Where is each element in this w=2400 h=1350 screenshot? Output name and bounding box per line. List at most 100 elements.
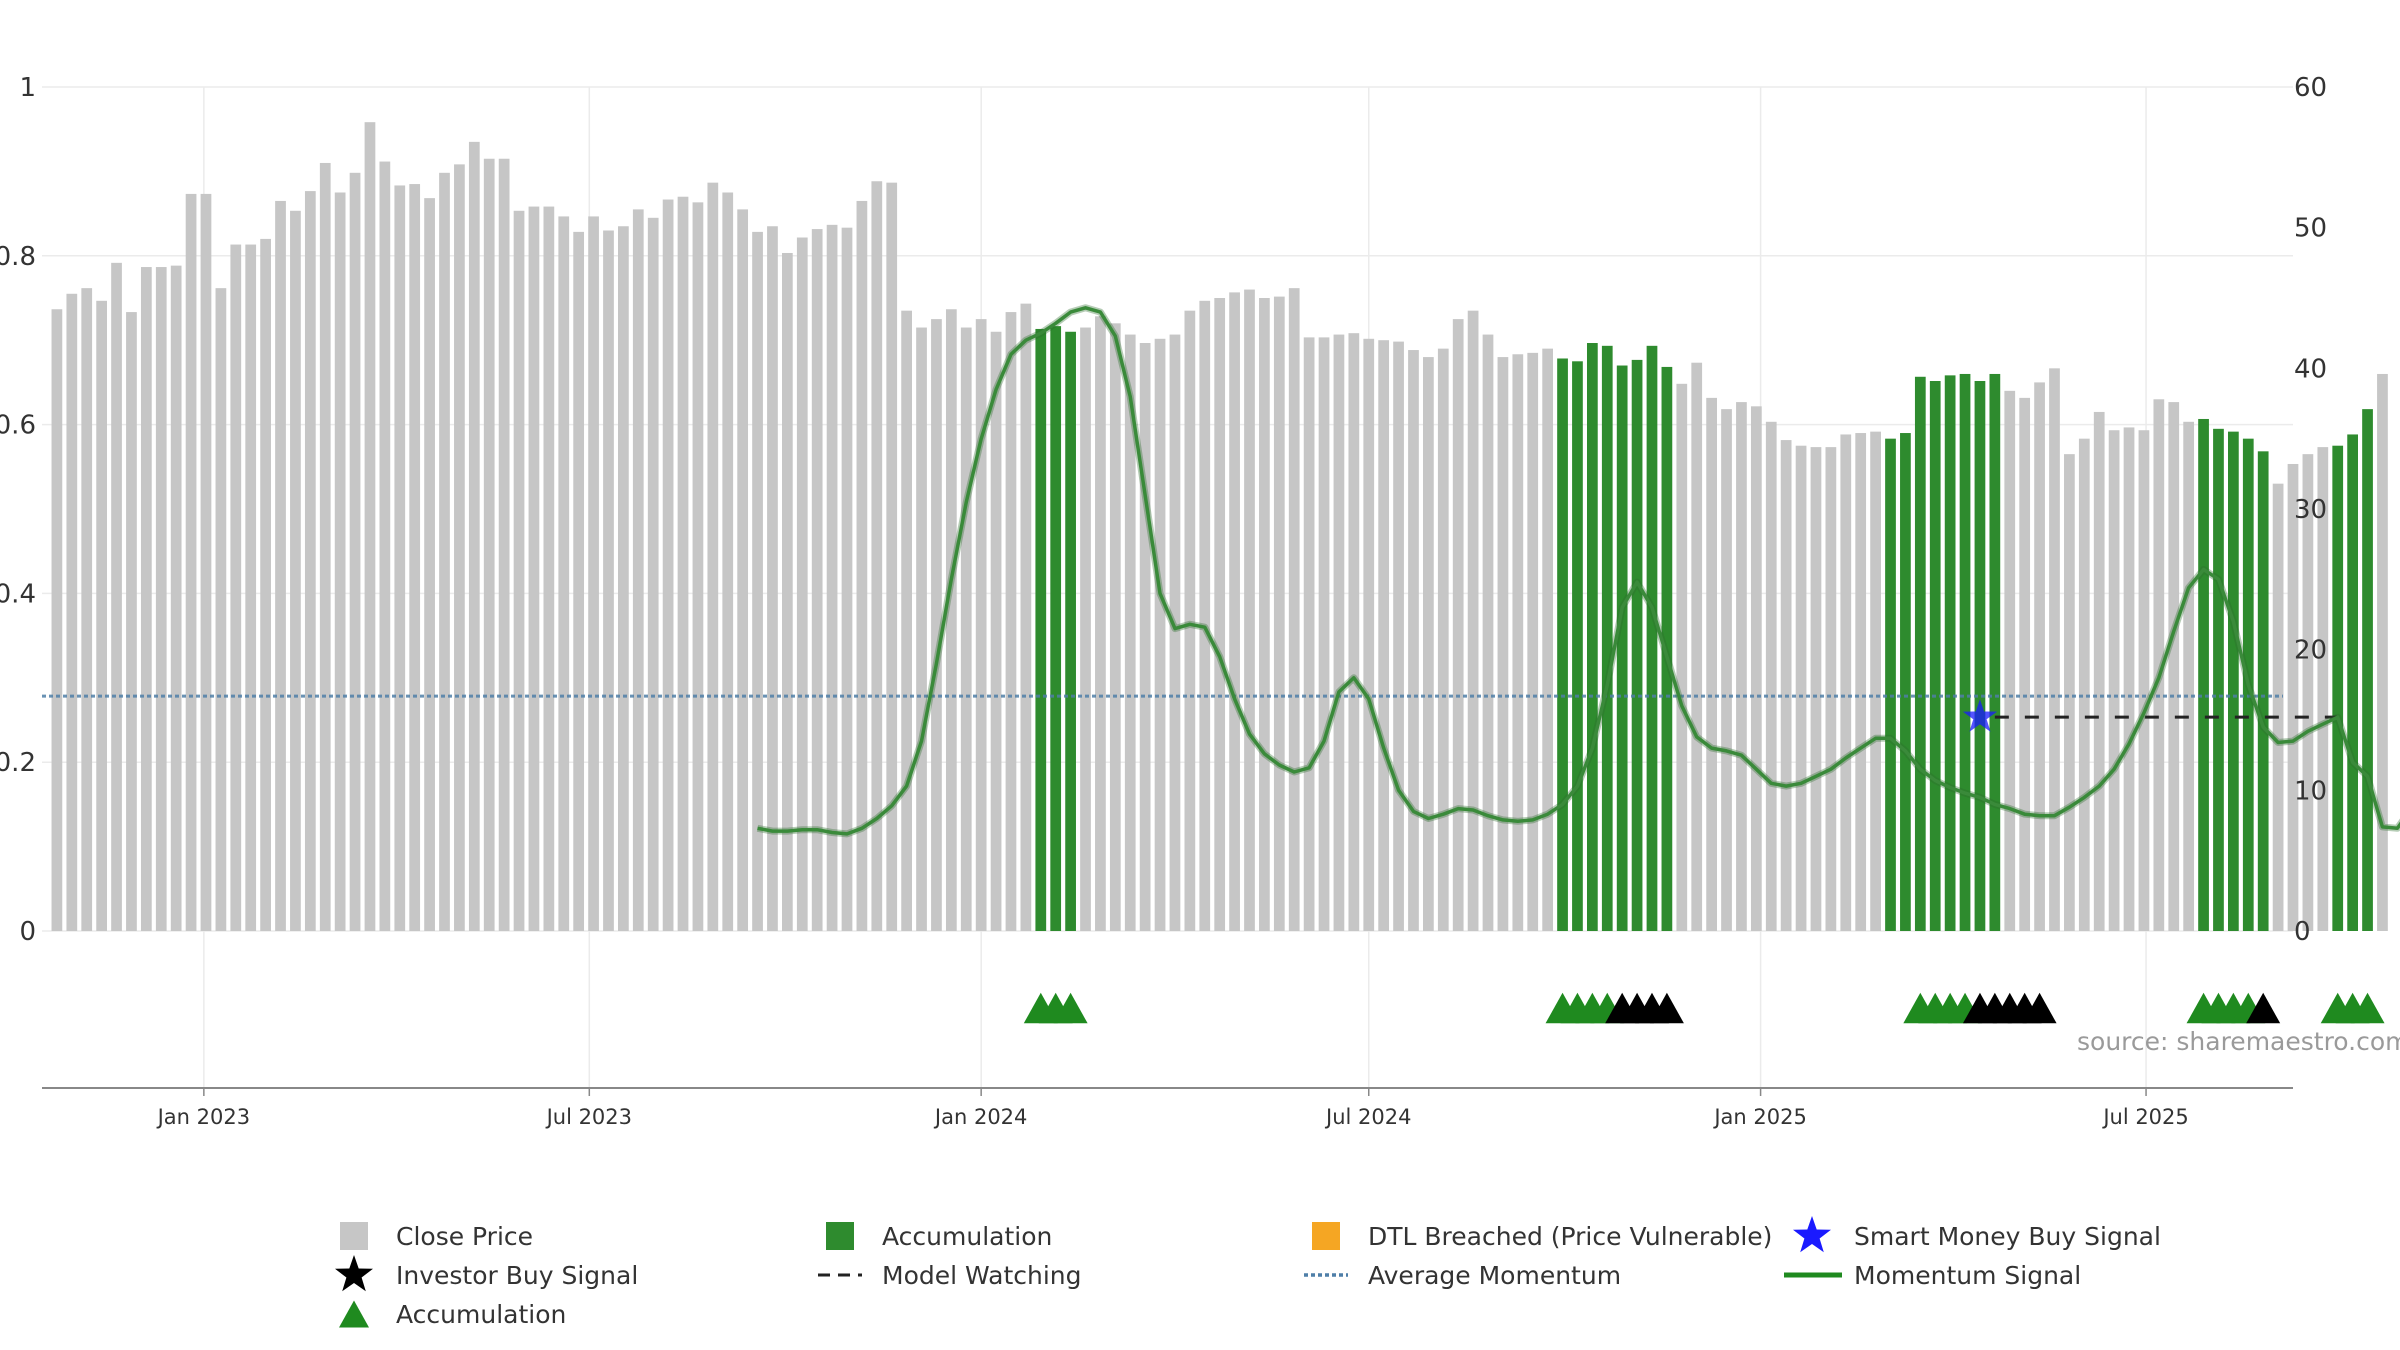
close-price-bar xyxy=(1870,431,1881,931)
accumulation-bar xyxy=(2228,431,2239,931)
close-price-bar xyxy=(632,209,644,931)
close-price-bar xyxy=(140,267,152,931)
close-price-bar xyxy=(543,206,555,932)
accumulation-bar xyxy=(1974,380,1986,931)
close-price-bar xyxy=(290,210,301,931)
close-price-bar xyxy=(1810,447,1822,931)
close-price-bar xyxy=(1124,334,1136,931)
legend-item-accum-bar: Accumulation xyxy=(826,1222,1052,1251)
source-label: source: sharemaestro.com xyxy=(2077,1027,2400,1056)
legend-item-avg: Average Momentum xyxy=(1304,1261,1621,1290)
close-price-bar xyxy=(677,196,689,932)
close-price-bar xyxy=(1437,348,1449,931)
close-price-bar xyxy=(2049,368,2060,931)
momentum-lines xyxy=(42,304,2400,838)
right-axis-tick-label: 40 xyxy=(2294,354,2327,384)
accumulation-bar xyxy=(2257,451,2269,931)
accumulation-bar xyxy=(1631,359,1643,932)
close-price-bar xyxy=(2153,399,2165,931)
close-price-bar xyxy=(1467,310,1479,931)
accumulation-bar xyxy=(1929,380,1941,931)
close-price-bar xyxy=(945,309,957,932)
close-price-bar xyxy=(245,244,257,932)
close-price-bar xyxy=(1169,334,1181,931)
close-price-bar xyxy=(1348,333,1360,932)
accumulation-bar xyxy=(1572,361,1583,931)
accumulation-bar xyxy=(2347,434,2358,931)
close-price-bar xyxy=(916,327,927,931)
investor-buy-triangle xyxy=(2246,992,2281,1024)
legend-item-watching: Model Watching xyxy=(818,1261,1082,1290)
right-axis-tick-label: 0 xyxy=(2294,917,2311,947)
close-price-bar xyxy=(856,200,868,931)
close-price-bar xyxy=(737,209,749,931)
legend-label: Model Watching xyxy=(882,1261,1082,1290)
close-price-bar xyxy=(1423,357,1434,932)
close-price-bar xyxy=(1199,300,1211,931)
close-price-bar xyxy=(1259,298,1270,931)
x-axis-tick-label: Jan 2023 xyxy=(156,1105,251,1129)
close-price-bar xyxy=(1154,338,1166,931)
close-price-bar xyxy=(707,182,719,932)
close-price-bar xyxy=(960,327,972,931)
right-axis-tick-label: 50 xyxy=(2294,214,2327,244)
accumulation-bar xyxy=(1601,345,1613,931)
close-price-bar xyxy=(1691,362,1703,931)
close-price-bar xyxy=(1795,445,1807,931)
close-price-bar xyxy=(1497,357,1509,932)
close-price-bar xyxy=(2168,402,2180,931)
accumulation-triangle xyxy=(2350,992,2385,1024)
close-price-bar xyxy=(1482,334,1494,931)
accumulation-bar xyxy=(1944,375,1956,931)
close-price-bar xyxy=(931,319,942,932)
legend-label: Close Price xyxy=(396,1222,533,1251)
investor-buy-triangle xyxy=(2022,992,2057,1024)
close-price-bar xyxy=(826,224,838,931)
legend-star-icon xyxy=(335,1255,373,1292)
close-price-bar xyxy=(2272,483,2284,931)
close-price-bar xyxy=(2004,390,2016,932)
x-axis-tick-label: Jul 2024 xyxy=(1324,1105,1411,1129)
close-price-bar xyxy=(1512,354,1524,931)
x-axis-tick-label: Jan 2024 xyxy=(933,1105,1028,1129)
close-price-bar xyxy=(871,181,883,931)
close-price-bar xyxy=(319,162,331,931)
close-price-bar xyxy=(2138,430,2150,931)
close-price-bar xyxy=(483,158,495,932)
close-price-bar xyxy=(1020,303,1032,931)
close-price-bar xyxy=(1229,292,1240,932)
accumulation-bar xyxy=(1616,365,1628,931)
close-price-bar xyxy=(1184,310,1196,931)
left-axis-tick-label: 0.4 xyxy=(0,579,36,609)
close-price-bar xyxy=(528,206,540,932)
close-price-bar xyxy=(647,217,659,931)
close-price-bar xyxy=(379,161,391,931)
close-price-bar xyxy=(424,198,435,932)
close-price-bar xyxy=(781,252,793,931)
x-axis-tick-label: Jul 2023 xyxy=(545,1105,632,1129)
close-price-bar xyxy=(1840,434,1852,931)
close-price-bar xyxy=(513,210,525,931)
close-price-bar xyxy=(1214,298,1226,931)
close-price-bar xyxy=(2377,373,2388,932)
accumulation-bar xyxy=(2362,409,2373,931)
close-price-bar xyxy=(1288,288,1300,931)
close-price-bar xyxy=(722,192,734,931)
close-price-bar xyxy=(1303,337,1315,931)
accumulation-bar xyxy=(1065,331,1076,931)
close-price-bar xyxy=(1750,406,1762,931)
close-price-bar xyxy=(2108,430,2120,931)
close-price-bar xyxy=(1736,402,1747,931)
close-price-bar xyxy=(1855,433,1867,931)
close-price-bar xyxy=(573,231,585,932)
close-price-bar xyxy=(468,141,480,932)
close-price-bar xyxy=(2019,397,2031,932)
close-price-bar xyxy=(975,319,987,932)
close-price-bar xyxy=(841,227,853,931)
close-price-bar xyxy=(1780,440,1792,931)
close-price-bar xyxy=(498,158,510,932)
legend-swatch-dtl xyxy=(1312,1222,1340,1250)
legend-swatch-accumulation xyxy=(826,1222,854,1250)
legend-swatch-close-price xyxy=(340,1222,368,1250)
